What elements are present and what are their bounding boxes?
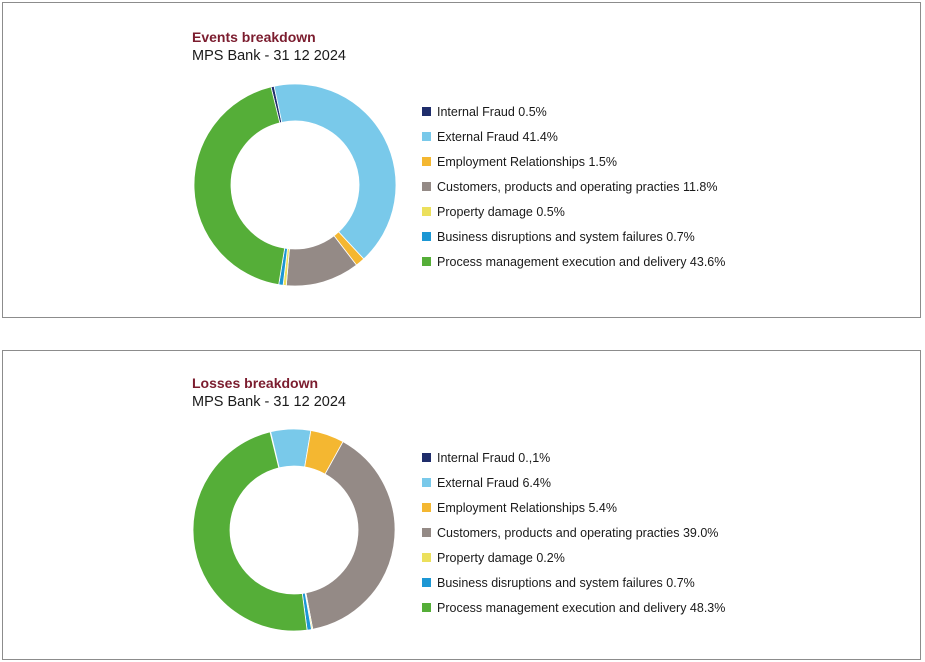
chart-subtitle: MPS Bank - 31 12 2024 [192,48,346,64]
legend-swatch [422,603,431,612]
legend-label: Employment Relationships 5.4% [437,500,617,515]
losses-legend: Internal Fraud 0.,1% External Fraud 6.4% E… [422,445,725,620]
legend-swatch [422,478,431,487]
chart-title: Losses breakdown [192,375,319,391]
legend-label: Internal Fraud 0.,1% [437,450,551,465]
legend-swatch [422,182,431,191]
legend-swatch [422,207,431,216]
legend-item: Customers, products and operating practi… [422,174,725,199]
donut-slice [273,83,397,260]
events-legend: Internal Fraud 0.5% External Fraud 41.4% E… [422,99,725,274]
legend-item: Property damage 0.5% [422,199,725,224]
legend-item: Employment Relationships 5.4% [422,495,725,520]
legend-label: Business disruptions and system failures… [437,229,695,244]
donut-slice [305,441,396,630]
legend-label: Customers, products and operating practi… [437,179,718,194]
legend-swatch [422,232,431,241]
legend-item: Process management execution and deliver… [422,249,725,274]
legend-item: Customers, products and operating practi… [422,520,725,545]
donut-slice [192,431,308,632]
events-breakdown-panel: Events breakdown MPS Bank - 31 12 2024 I… [2,2,921,318]
legend-swatch [422,453,431,462]
legend-label: External Fraud 6.4% [437,475,551,490]
losses-donut-chart [192,428,396,632]
legend-label: External Fraud 41.4% [437,129,558,144]
legend-item: Employment Relationships 1.5% [422,149,725,174]
donut-slice [193,86,286,286]
events-donut-chart [193,83,397,287]
legend-item: External Fraud 6.4% [422,470,725,495]
legend-item: External Fraud 41.4% [422,124,725,149]
legend-label: Process management execution and deliver… [437,600,726,615]
legend-item: Process management execution and deliver… [422,595,725,620]
legend-swatch [422,132,431,141]
legend-item: Internal Fraud 0.5% [422,99,725,124]
legend-item: Business disruptions and system failures… [422,224,725,249]
legend-label: Customers, products and operating practi… [437,525,719,540]
chart-subtitle: MPS Bank - 31 12 2024 [192,394,346,410]
legend-swatch [422,528,431,537]
losses-breakdown-panel: Losses breakdown MPS Bank - 31 12 2024 I… [2,350,921,660]
legend-label: Property damage 0.2% [437,550,565,565]
legend-swatch [422,503,431,512]
legend-swatch [422,107,431,116]
legend-item: Business disruptions and system failures… [422,570,725,595]
chart-title: Events breakdown [192,29,316,45]
legend-label: Employment Relationships 1.5% [437,154,617,169]
legend-item: Internal Fraud 0.,1% [422,445,725,470]
legend-label: Process management execution and deliver… [437,254,726,269]
legend-item: Property damage 0.2% [422,545,725,570]
legend-label: Property damage 0.5% [437,204,565,219]
legend-swatch [422,578,431,587]
legend-swatch [422,257,431,266]
legend-label: Business disruptions and system failures… [437,575,695,590]
legend-swatch [422,157,431,166]
legend-label: Internal Fraud 0.5% [437,104,547,119]
legend-swatch [422,553,431,562]
